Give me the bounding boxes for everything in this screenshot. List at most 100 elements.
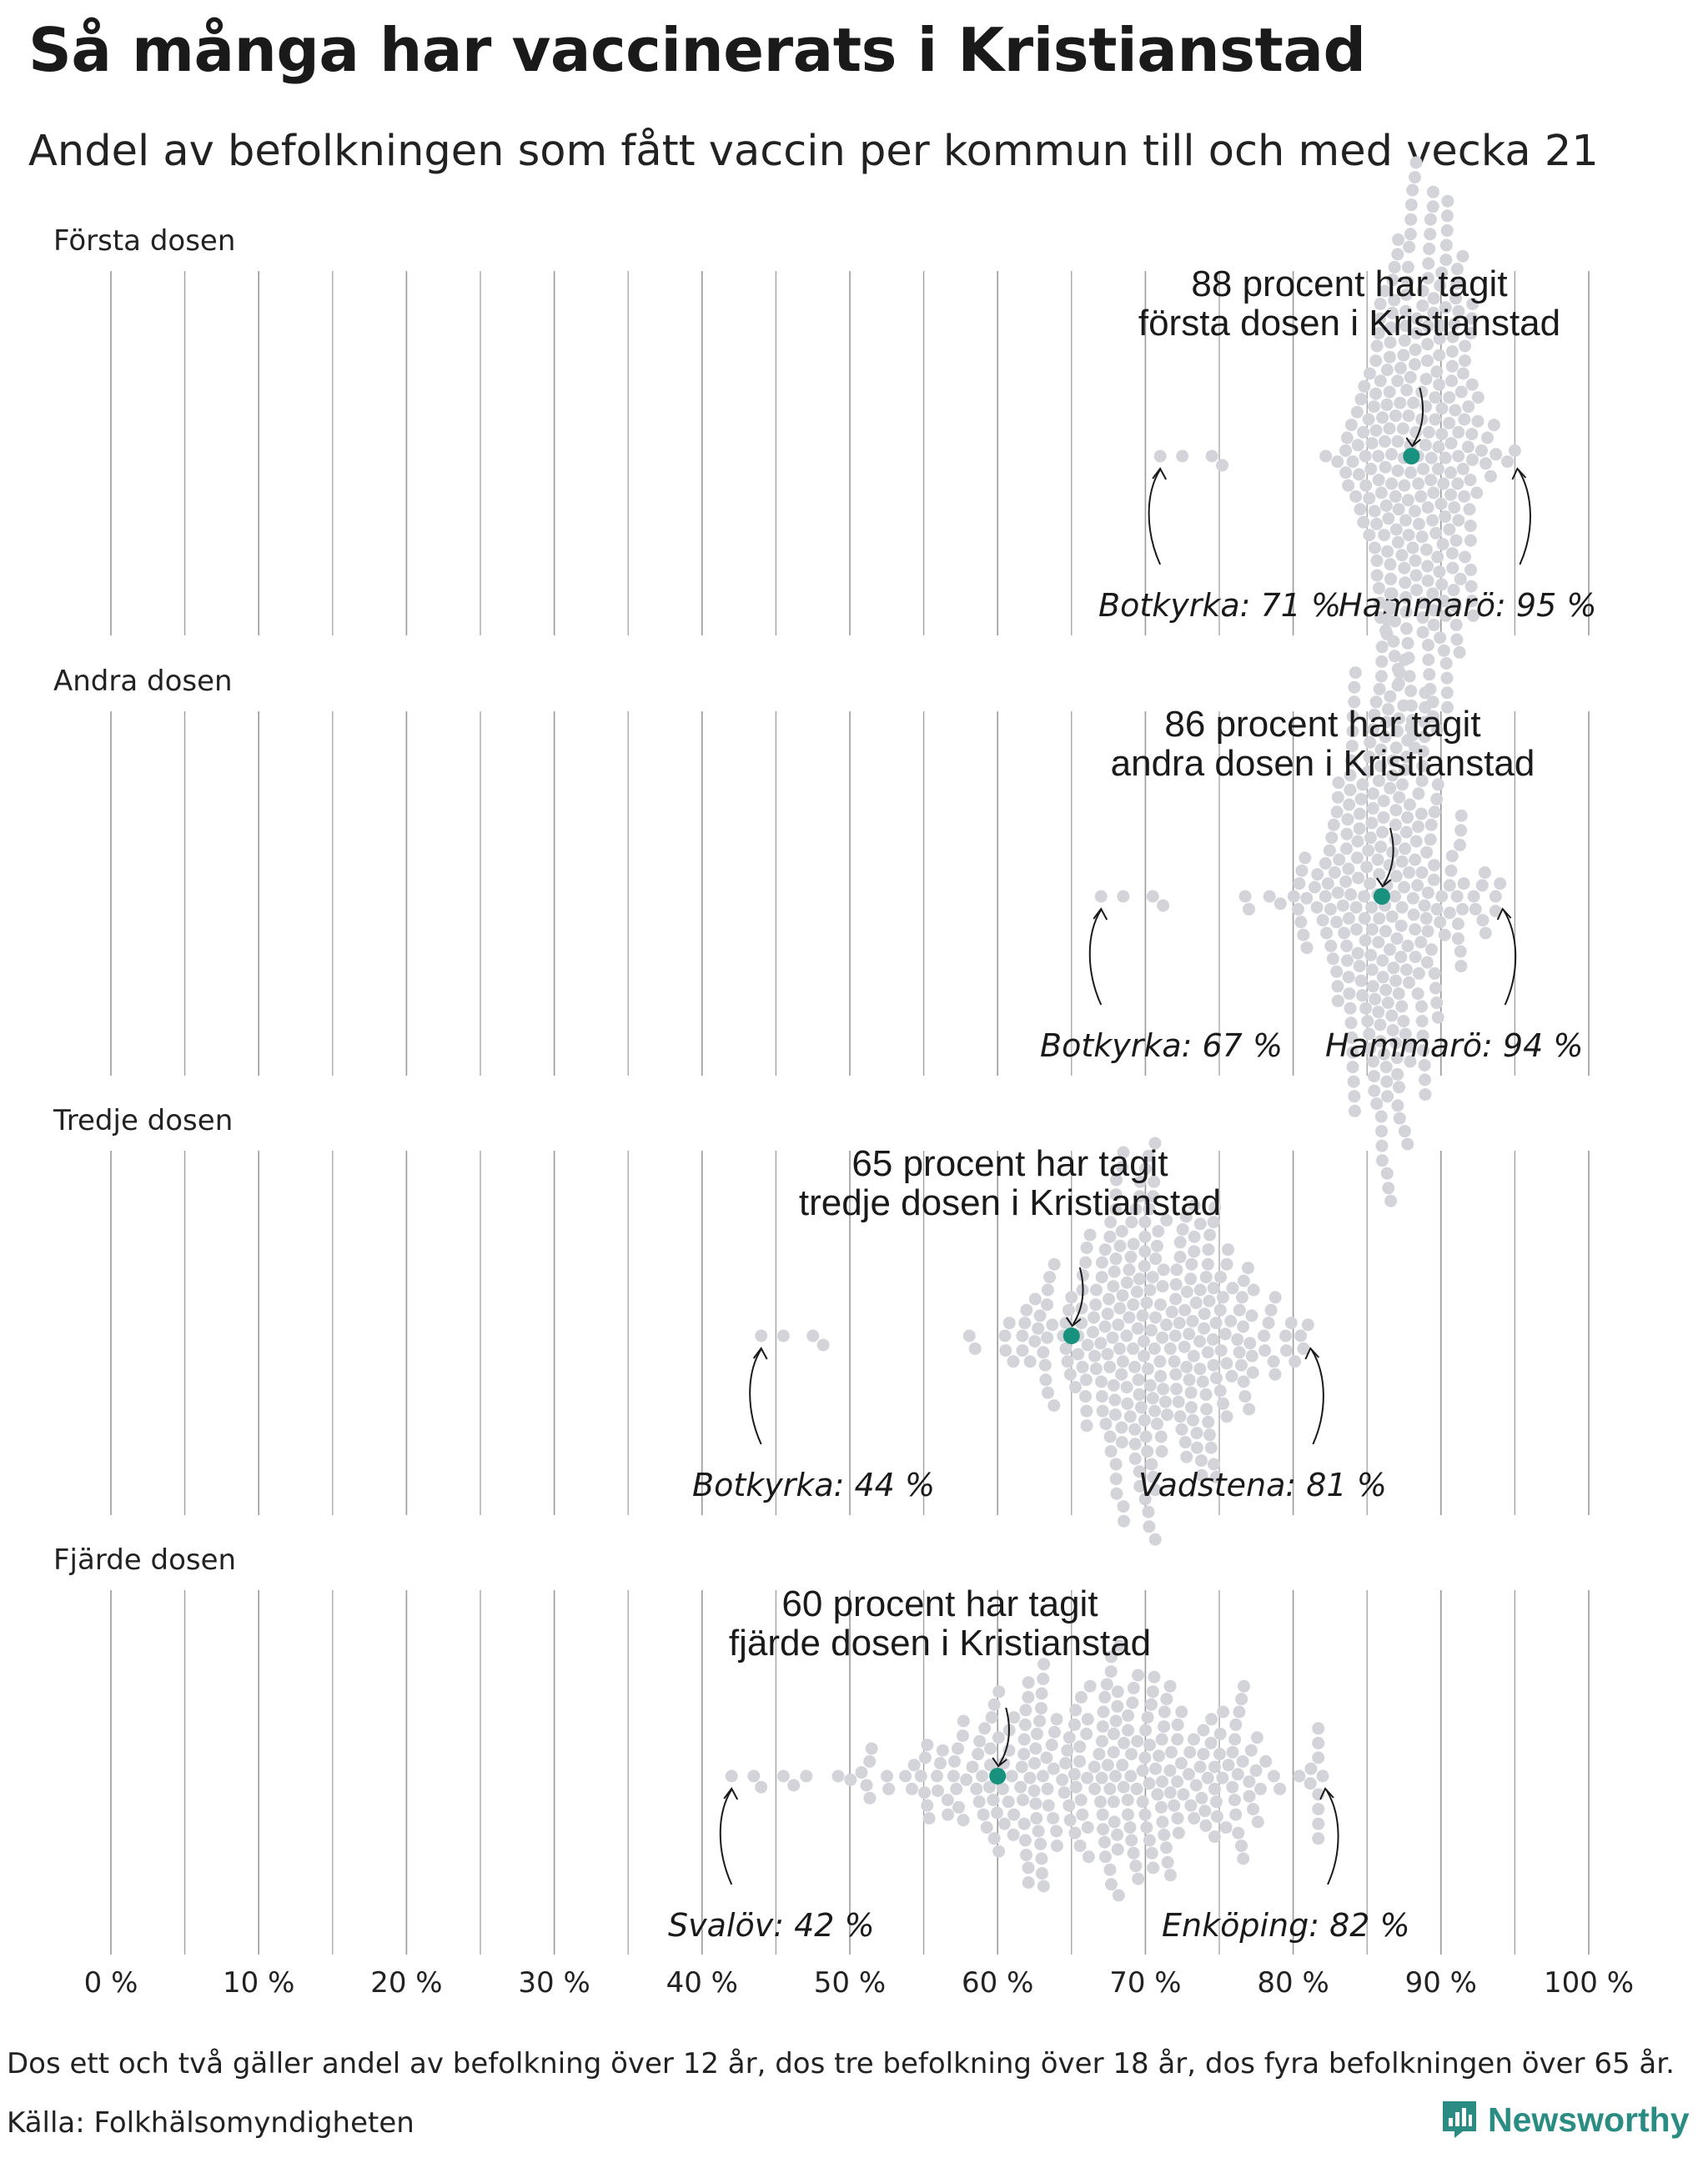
municipality-dot [1346,710,1359,723]
municipality-dot [1373,682,1386,695]
municipality-dot [1415,530,1429,544]
municipality-dot [1422,257,1435,270]
municipality-dot [1412,477,1425,490]
municipality-dot [1216,1771,1229,1784]
municipality-dot [1047,1725,1061,1739]
municipality-dot [1173,1250,1187,1263]
municipality-dot [1077,1268,1090,1282]
municipality-dot [1429,391,1442,404]
municipality-dot [1401,734,1414,747]
municipality-dot [1419,543,1433,556]
municipality-dot [1202,1243,1215,1257]
annotation-line-2: tredje dosen i Kristianstad [799,1182,1221,1223]
municipality-dot [1347,1075,1360,1088]
municipality-dot [1205,449,1218,463]
municipality-dot [1148,1670,1161,1684]
municipality-dot [747,1769,761,1783]
municipality-dot [1232,1826,1245,1839]
municipality-dot [1421,925,1434,938]
municipality-dot [1144,1698,1158,1711]
municipality-dot [1443,523,1456,536]
municipality-dot [1138,1245,1152,1258]
municipality-dot [1130,1782,1143,1795]
municipality-dot [1409,343,1422,356]
municipality-dot [996,1782,1009,1795]
municipality-dot [1268,1291,1282,1304]
municipality-dot [1075,1317,1088,1330]
municipality-dot [1109,1202,1123,1216]
municipality-dot [1439,253,1453,267]
municipality-dot [1016,1329,1029,1342]
municipality-dot [1180,1450,1193,1463]
municipality-dot [1201,1257,1214,1271]
municipality-dot [1380,1075,1394,1088]
municipality-dot [1220,1357,1233,1370]
chart-title: Så många har vaccinerats i Kristianstad [28,15,1366,85]
municipality-dot [1263,890,1276,903]
municipality-dot [1421,272,1434,285]
municipality-dot [970,1782,983,1795]
municipality-dot [933,1757,947,1770]
municipality-dot [1175,1423,1188,1436]
municipality-dot [1430,792,1444,805]
municipality-dot [1145,1846,1158,1859]
municipality-dot [983,1759,997,1772]
municipality-dot [1401,275,1414,289]
municipality-dot [1410,312,1424,325]
municipality-dot [1138,1162,1152,1176]
municipality-dot [1394,919,1408,932]
municipality-dot [1138,1349,1151,1363]
municipality-dot [1344,769,1357,782]
municipality-dot [1190,1441,1203,1454]
municipality-dot [1406,891,1419,905]
municipality-dot [1237,1852,1250,1865]
municipality-dot [1216,459,1229,472]
municipality-dot [1155,1775,1168,1789]
municipality-dot [1178,1436,1192,1449]
municipality-dot [1456,249,1469,263]
municipality-dot [1148,1311,1162,1324]
municipality-dot [1220,1410,1233,1423]
municipality-dot [1143,1739,1157,1752]
municipality-dot [1398,479,1411,492]
municipality-dot [1106,1331,1119,1344]
municipality-dot [1017,1817,1031,1830]
municipality-dot [922,1812,936,1825]
municipality-dot [1345,740,1359,753]
municipality-dot [1170,1263,1183,1277]
municipality-dot [1138,1413,1151,1427]
municipality-dot [1395,1000,1409,1013]
municipality-dot [952,1800,966,1814]
municipality-dot [1446,561,1459,575]
municipality-dot [806,1329,820,1342]
municipality-dot [1379,925,1392,938]
municipality-dot [1222,1243,1235,1257]
municipality-dot [1143,1283,1157,1297]
municipality-dot [1186,1314,1199,1327]
municipality-dot [1351,835,1364,848]
municipality-dot [1243,1337,1257,1350]
municipality-dot [1258,1329,1271,1342]
municipality-dot [1399,963,1413,976]
municipality-dot [1304,1777,1317,1790]
municipality-dot [1397,1015,1410,1028]
municipality-dot [1464,563,1478,576]
municipality-dot [1353,960,1366,973]
municipality-dot [1344,1016,1358,1030]
municipality-dot [1170,1383,1183,1396]
municipality-dot [1120,1329,1133,1342]
municipality-dot [1364,948,1378,961]
municipality-dot [1358,911,1371,925]
municipality-dot [921,1739,934,1752]
municipality-dot [1237,1320,1250,1333]
municipality-dot [1098,1320,1112,1333]
municipality-dot [1104,1665,1118,1679]
municipality-dot [1208,1782,1221,1795]
min-label: Botkyrka: 67 % [1040,1027,1283,1064]
municipality-dot [1384,321,1398,334]
brand-logo[interactable]: Newsworthy [1441,2100,1690,2140]
municipality-dot [1380,1167,1394,1180]
municipality-dot [1465,428,1479,441]
municipality-dot [1408,504,1421,518]
